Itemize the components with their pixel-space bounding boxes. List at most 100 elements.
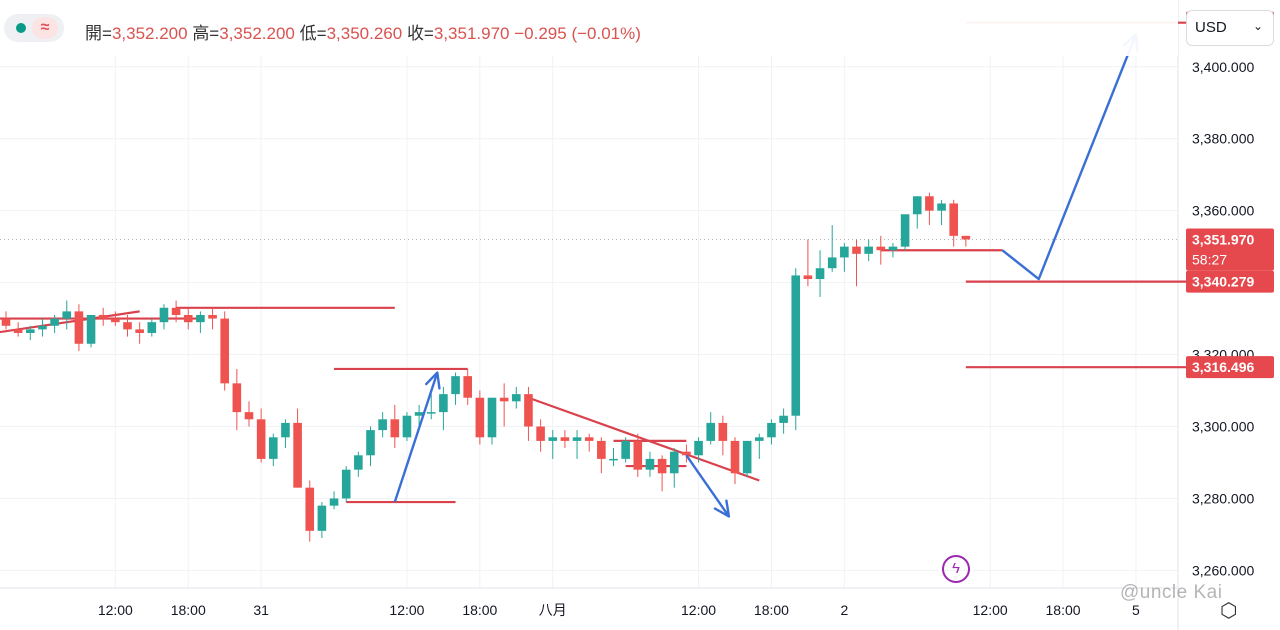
arrow-line [393,372,439,503]
candle-body [317,505,327,531]
wave-icon[interactable]: ≈ [32,17,58,39]
candle-body [220,318,229,384]
candle-body [536,426,545,441]
arrow-line [685,454,730,518]
close-value: 3,351.970 [433,24,510,43]
candle-body [402,415,412,438]
x-tick-label: 12:00 [389,602,424,618]
candle-body [390,419,400,438]
candle-body [572,437,582,441]
y-tick-label: 3,260.000 [1192,562,1254,578]
x-tick-label: 18:00 [171,602,206,618]
open-value: 3,352.200 [111,24,188,43]
candle-body [912,196,922,215]
candle-body [925,196,934,211]
x-tick-label: 八月 [539,602,567,618]
candle-body [864,246,873,254]
price-tag [1186,356,1274,379]
trend-line [528,396,760,482]
candle-body [949,203,958,236]
candle-body [135,329,144,333]
candle-body [827,257,837,269]
last-price-label: 3,351.970 [1192,232,1254,248]
candle-body [366,430,375,456]
candle-body [171,307,181,315]
candle-body [657,458,667,474]
candle-body [50,318,59,326]
candle-body [232,383,242,413]
candle-body [597,440,606,459]
arrow-head [425,371,441,390]
candle-body [183,314,193,323]
x-tick-label: 18:00 [754,602,789,618]
candle-body [86,314,96,344]
legend-toggle[interactable]: ≈ [4,14,64,42]
candle-body [803,275,813,280]
x-tick-label: 2 [840,602,848,618]
arrow-line [1001,33,1138,281]
high-label: 高= [192,24,220,43]
candle-body [451,376,460,395]
candle-body [876,246,886,251]
y-tick-label: 3,360.000 [1192,203,1254,219]
candle-body [755,437,764,441]
settings-icon[interactable]: ⬡ [1220,600,1238,622]
candle-body [244,412,254,420]
candle-body [293,422,302,488]
candle-body [26,329,35,333]
candle-body [281,422,290,438]
header-bar: ≈ 開=3,352.200 高=3,352.200 低=3,350.260 收=… [0,0,1178,56]
candle-body [354,455,363,470]
price-tag-label: 3,340.279 [1192,274,1254,290]
candle-body [256,419,266,459]
candle-body [111,318,120,323]
candle-body [706,422,715,441]
candle-body [62,311,72,319]
candle-body [779,415,788,423]
candle-body [682,451,691,456]
last-price-tag [1186,228,1274,271]
price-axis: 3,260.0003,280.0003,300.0003,320.0003,34… [1192,59,1254,579]
x-tick-label: 12:00 [681,602,716,618]
currency-select[interactable]: USD ⌄ [1186,10,1274,46]
candle-body [524,394,533,427]
candle-body [815,268,825,280]
candle-body [840,246,849,258]
candle-body [341,469,351,499]
candles [1,192,971,542]
currency-label: USD [1195,19,1227,36]
change-value: −0.295 (−0.01%) [514,24,641,43]
candle-body [208,314,217,319]
candle-body [38,325,47,330]
candle-body [961,235,971,240]
candle-body [560,437,570,441]
high-value: 3,352.200 [219,24,295,43]
candle-body [1,318,11,326]
low-label: 低= [299,24,327,43]
candle-body [13,329,23,333]
x-tick-label: 18:00 [1046,602,1081,618]
candle-body [123,322,132,330]
y-tick-label: 3,380.000 [1192,131,1254,147]
candle-body [718,422,728,441]
candle-body [463,376,472,398]
x-tick-label: 31 [253,602,269,618]
candle-body [196,314,205,323]
candle-body [329,498,339,506]
lightning-icon[interactable]: ϟ [942,555,970,583]
y-tick-label: 3,280.000 [1192,490,1254,506]
countdown-label: 58:27 [1192,252,1227,268]
low-value: 3,350.260 [326,24,403,43]
candle-body [426,412,436,414]
candle-body [98,314,108,319]
ohlc-readout: 開=3,352.200 高=3,352.200 低=3,350.260 收=3,… [85,19,641,44]
x-tick-label: 18:00 [462,602,497,618]
candle-body [767,422,776,438]
time-axis: 12:00 18:00 31 12:00 18:00 八月 12:00 18:00 2 12:00… [98,602,1140,618]
open-label: 開= [85,24,112,43]
price-tag-label: 3,316.496 [1192,359,1254,375]
candle-body [742,440,752,474]
candle-body [512,394,521,402]
candle-body [487,397,497,438]
